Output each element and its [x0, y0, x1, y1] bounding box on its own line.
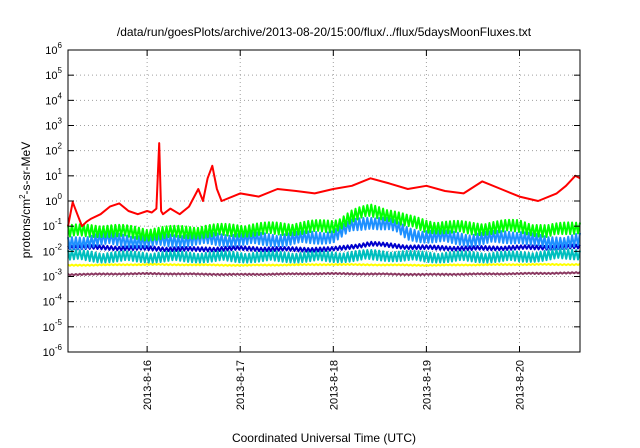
- y-tick-exponent: 2: [58, 142, 63, 151]
- y-axis-title-sup: 2: [18, 194, 27, 199]
- y-tick-base: 10: [43, 347, 55, 359]
- y-tick-base: 10: [45, 196, 57, 208]
- y-tick-base: 10: [45, 45, 57, 57]
- y-tick-base: 10: [43, 246, 55, 258]
- y-tick-exponent: -4: [55, 293, 63, 302]
- y-tick-exponent: 3: [58, 117, 63, 126]
- y-tick-exponent: -3: [55, 268, 63, 277]
- y-tick-base: 10: [45, 171, 57, 183]
- y-tick-label: 106: [45, 41, 62, 57]
- y-tick-label: 101: [45, 167, 62, 183]
- series-line: [67, 271, 581, 277]
- y-tick-label: 100: [45, 192, 62, 208]
- data-series: [67, 142, 581, 277]
- y-tick-label: 103: [45, 117, 62, 133]
- y-tick-base: 10: [45, 70, 57, 82]
- y-tick-base: 10: [45, 146, 57, 158]
- y-tick-label: 104: [45, 91, 62, 107]
- y-tick-exponent: 1: [58, 167, 63, 176]
- y-tick-label: 105: [45, 66, 62, 82]
- grid-lines: [68, 50, 580, 352]
- series-line: [67, 203, 581, 242]
- chart-title: /data/run/goesPlots/archive/2013-08-20/1…: [117, 25, 532, 39]
- y-tick-base: 10: [43, 272, 55, 284]
- y-tick-label: 10-3: [43, 268, 63, 284]
- y-tick-exponent: 4: [58, 91, 63, 100]
- series-line: [67, 248, 581, 264]
- y-tick-exponent: -6: [55, 343, 63, 352]
- x-tick-label: 2013-8-17: [235, 360, 247, 410]
- x-axis-title: Coordinated Universal Time (UTC): [232, 431, 416, 445]
- x-tick-label: 2013-8-16: [142, 360, 154, 410]
- y-tick-exponent: 5: [58, 66, 63, 75]
- x-tick-label: 2013-8-19: [421, 360, 433, 410]
- series-line: [67, 262, 581, 267]
- series-line: [67, 216, 581, 250]
- x-tick-label: 2013-8-20: [514, 360, 526, 410]
- y-tick-label: 10-1: [43, 217, 63, 233]
- series-line: [67, 240, 581, 253]
- y-tick-base: 10: [45, 95, 57, 107]
- y-tick-exponent: 6: [58, 41, 63, 50]
- x-tick-label: 2013-8-18: [328, 360, 340, 410]
- y-tick-label: 10-6: [43, 343, 63, 359]
- y-tick-base: 10: [43, 297, 55, 309]
- y-tick-label: 102: [45, 142, 62, 158]
- x-axis-ticks: 2013-8-16 2013-8-17 2013-8-18 2013-8-19 2013…: [142, 50, 526, 410]
- y-tick-base: 10: [43, 322, 55, 334]
- y-tick-exponent: -1: [55, 217, 63, 226]
- y-tick-exponent: -2: [55, 242, 63, 251]
- y-tick-label: 10-2: [43, 242, 63, 258]
- y-tick-label: 10-4: [43, 293, 63, 309]
- y-axis-title-suffix: -s-sr-MeV: [19, 142, 33, 195]
- y-axis-ticks: 10-610-510-410-310-210-11001011021031041…: [43, 41, 580, 359]
- y-tick-label: 10-5: [43, 318, 63, 334]
- y-tick-base: 10: [43, 221, 55, 233]
- y-axis-title: protons/cm2-s-sr-MeV: [18, 142, 33, 258]
- y-axis-title-prefix: protons/cm: [19, 199, 33, 258]
- y-tick-exponent: 0: [58, 192, 63, 201]
- y-tick-base: 10: [45, 121, 57, 133]
- series-line: [67, 142, 581, 228]
- y-tick-exponent: -5: [55, 318, 63, 327]
